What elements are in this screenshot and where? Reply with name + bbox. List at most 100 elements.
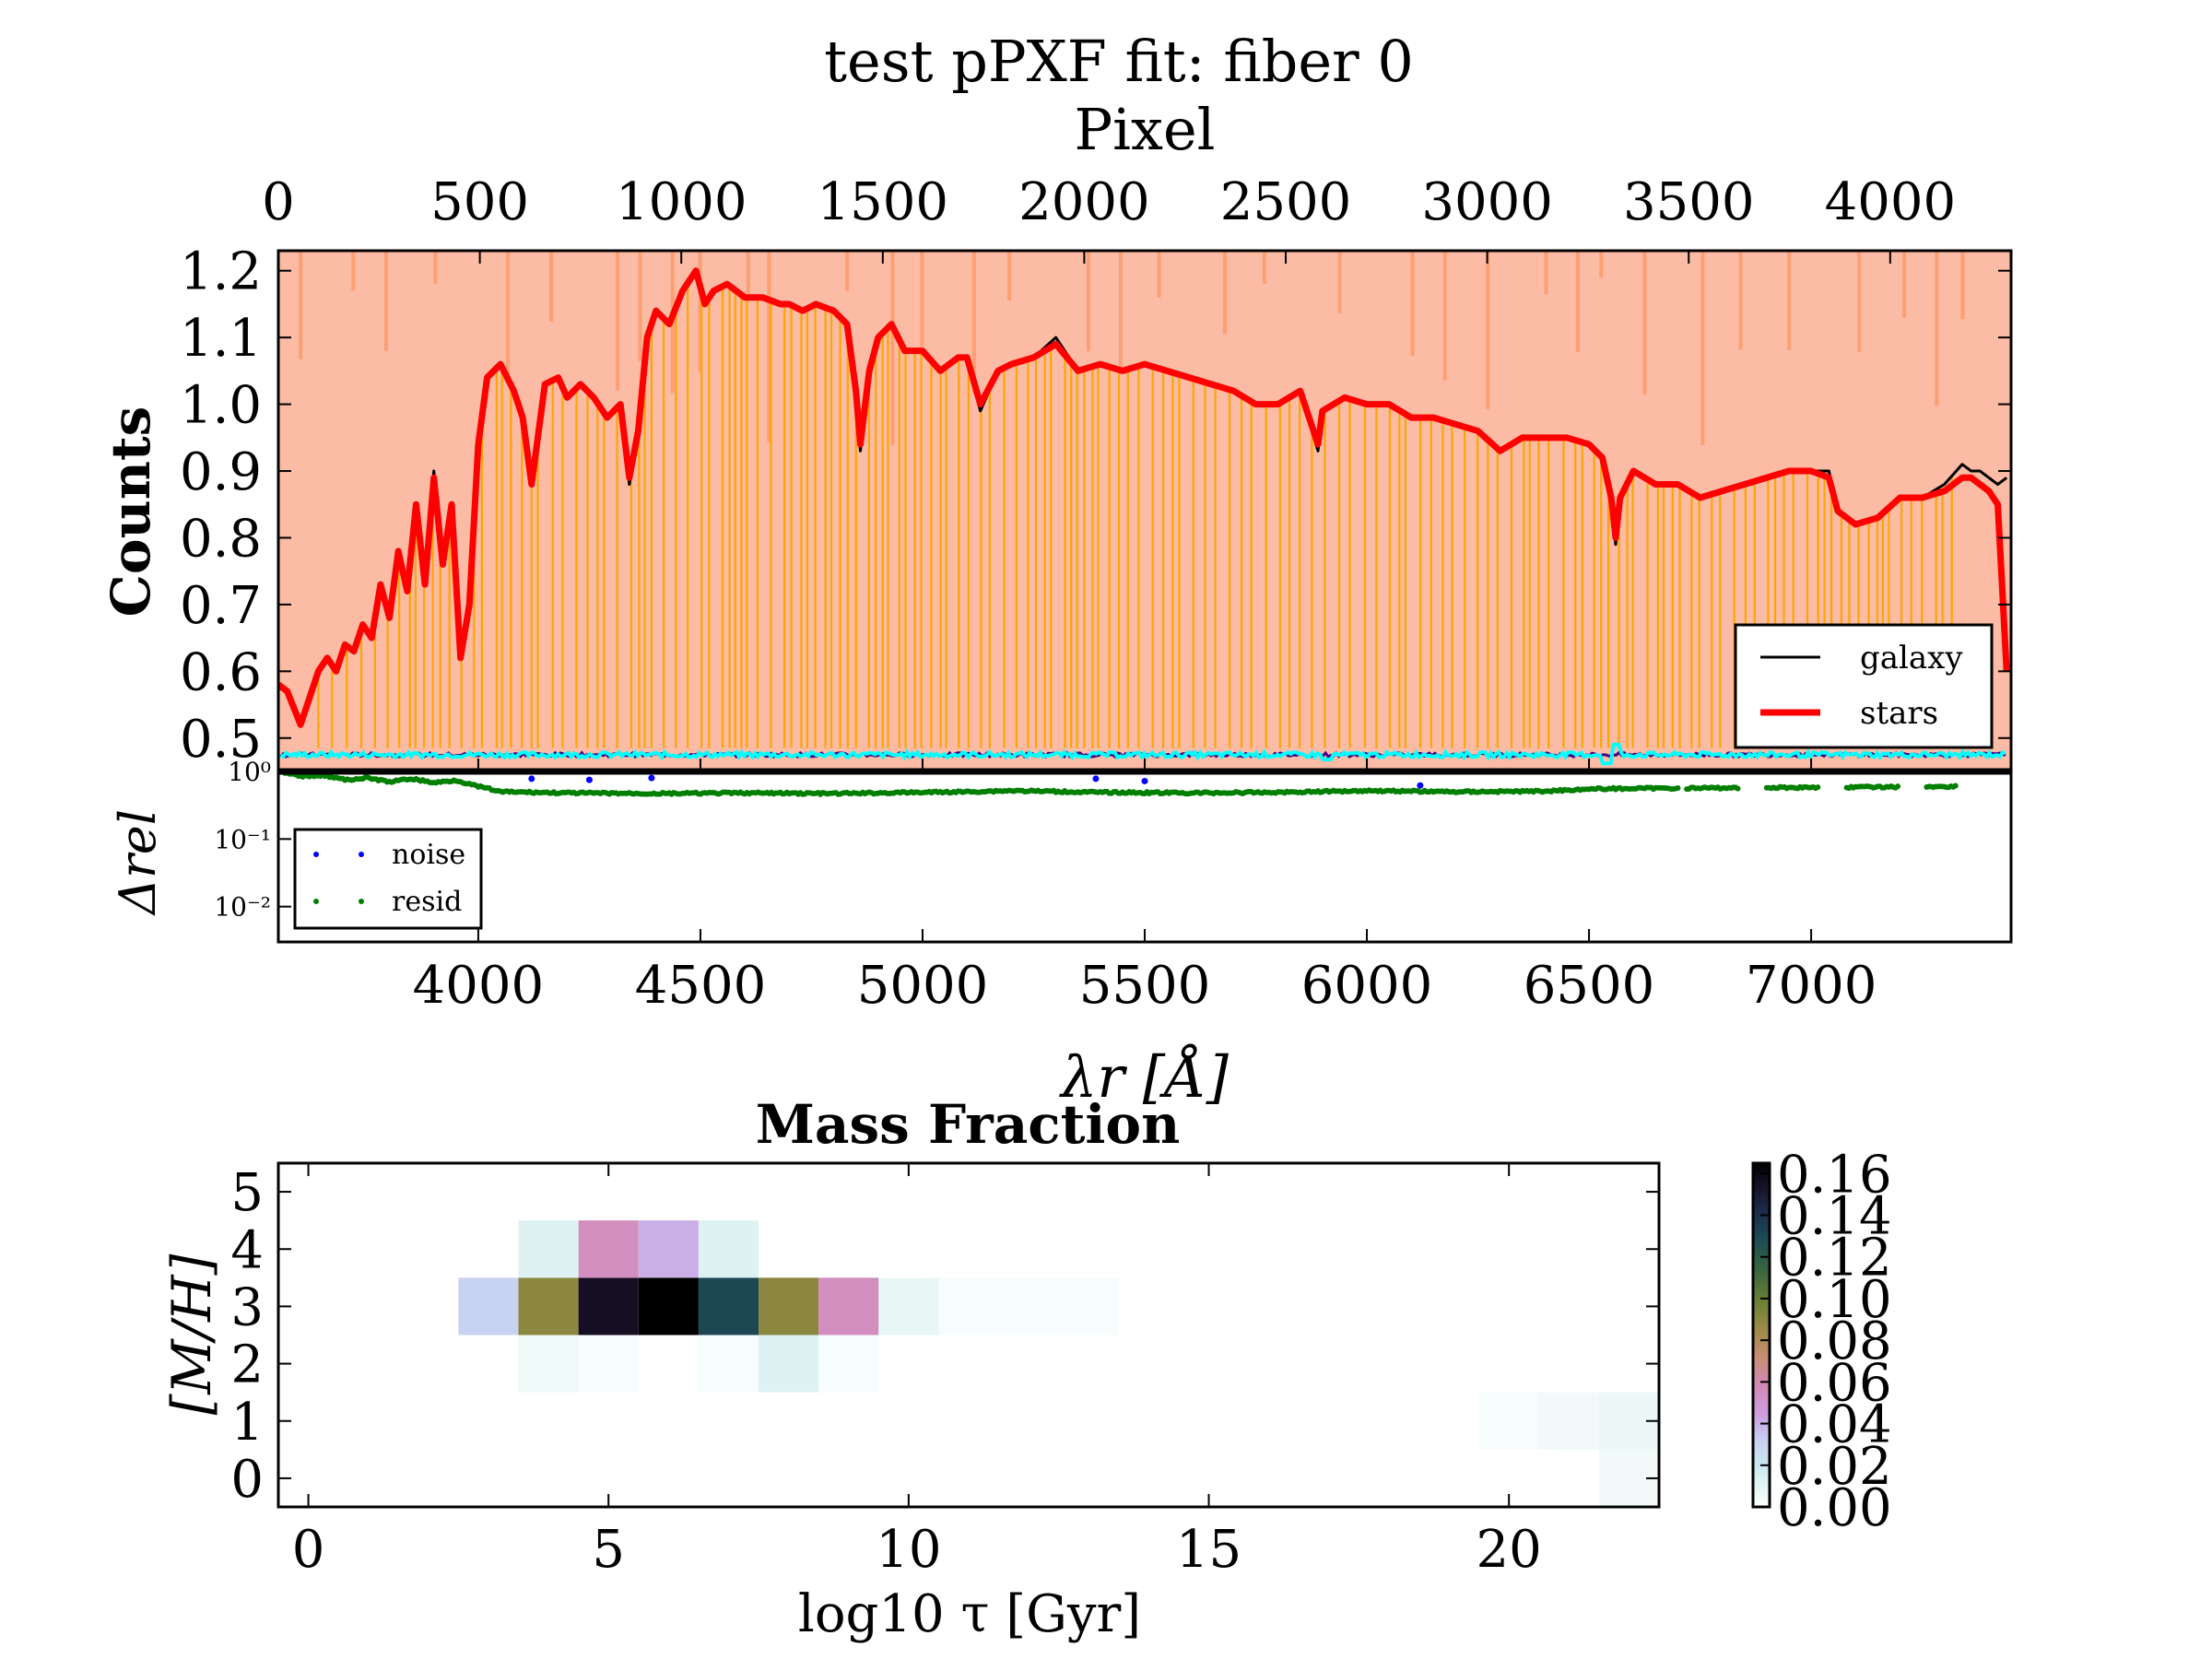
heatmap-y-tick-label: 5	[230, 1163, 264, 1223]
legend-resid-label: resid	[392, 886, 462, 918]
y-tick-label: 0.8	[180, 509, 262, 569]
colorbar: 0.000.020.040.060.080.100.120.140.16	[1751, 1145, 1892, 1538]
colorbar-tick-label: 0.02	[1777, 1437, 1892, 1497]
counts-axis-label: Counts	[100, 406, 162, 618]
legend-stars-label: stars	[1860, 695, 1938, 732]
colorbar-tick-label: 0.16	[1777, 1145, 1892, 1205]
heatmap-x-tick-label: 0	[292, 1520, 325, 1580]
top-tick-label: 2000	[1018, 172, 1150, 232]
spectrum-lines	[278, 267, 2010, 766]
heatmap-y-tick-label: 2	[230, 1335, 264, 1395]
resid-point	[1815, 784, 1821, 791]
x-tick-label: 6000	[1301, 956, 1433, 1016]
residual-legend: noise resid	[293, 828, 483, 930]
heatmap-cell	[518, 1277, 579, 1335]
top-tick-label: 2500	[1220, 172, 1352, 232]
heatmap-x-tick-label: 5	[592, 1520, 625, 1580]
top-tick-label: 500	[430, 172, 529, 232]
heatmap-cell	[578, 1277, 639, 1335]
spectrum-legend: galaxy stars	[1734, 623, 1994, 749]
colorbar-tick-label: 0.00	[1777, 1478, 1892, 1538]
spectrum-background	[278, 251, 2011, 771]
heatmap-y-tick-label: 3	[230, 1277, 264, 1337]
mass-fraction-title: Mass Fraction	[756, 1093, 1181, 1156]
resid-point	[1895, 783, 1901, 790]
top-tick-label: 1500	[818, 172, 949, 232]
x-tick-label: 4000	[413, 956, 545, 1016]
heatmap-cell	[638, 1277, 699, 1335]
legend-noise-marker-a	[313, 852, 319, 857]
heatmap-x-tick-label: 10	[876, 1520, 941, 1580]
y-tick-label: 0.7	[180, 576, 262, 636]
delta-rel-axis-label: Δrel	[109, 809, 167, 916]
top-tick-label: 1000	[616, 172, 747, 232]
y-tick-label: 0.6	[180, 642, 262, 702]
spectrum-panel: 0.5 0.60.7 0.8 0.91.0 1.1 1.20 500 1000 1500 2000…	[100, 96, 2013, 773]
legend-noise-marker-b	[359, 852, 364, 857]
figure-title: test pPXF fit: fiber 0	[824, 28, 1414, 95]
legend-noise-label: noise	[392, 839, 465, 871]
heatmap-cell	[1538, 1392, 1599, 1450]
resid-point	[1952, 782, 1959, 789]
colorbar-ticks: 0.000.020.040.060.080.100.120.140.16	[1760, 1145, 1892, 1538]
y-tick-label: 1.1	[180, 309, 262, 369]
heatmap-cell	[878, 1277, 939, 1335]
colorbar-tick-label: 0.08	[1777, 1312, 1892, 1371]
heatmap-cell	[1058, 1277, 1119, 1335]
top-tick-label: 0	[262, 172, 295, 232]
heatmap-cell	[759, 1335, 819, 1393]
heatmap-cell	[458, 1277, 519, 1335]
top-tick-label: 3000	[1421, 172, 1553, 232]
colorbar-tick-label: 0.14	[1777, 1187, 1892, 1247]
heatmap-y-tick-label: 0	[230, 1450, 264, 1510]
residual-axes: 10⁰ 10⁻¹ 10⁻² 4000 4500 5000 5500 6000 6500 7000	[214, 757, 1877, 1016]
series-line-stars	[278, 267, 2010, 728]
y-tick-label: 1.0	[180, 376, 262, 436]
y-tick-label: 1.2	[180, 242, 262, 302]
x-tick-label: 7000	[1746, 956, 1877, 1016]
log-tick-label: 10⁻²	[214, 892, 271, 923]
noise-point	[1092, 775, 1100, 782]
heatmap-frame	[276, 1161, 1661, 1509]
heatmap-cell	[638, 1220, 699, 1278]
residual-background	[278, 771, 2011, 942]
spectrum-axes: 0.5 0.60.7 0.8 0.91.0 1.1 1.20 500 1000 1500 2000…	[180, 172, 2011, 770]
colorbar-tick-label: 0.04	[1777, 1395, 1892, 1455]
heatmap-cells	[458, 1220, 1659, 1507]
heatmap-cell	[759, 1277, 819, 1335]
resid-point	[1735, 785, 1741, 792]
resid-point	[1675, 784, 1681, 791]
x-tick-label: 6500	[1524, 956, 1655, 1016]
heatmap-cell	[818, 1335, 879, 1393]
residual-points	[279, 771, 1959, 797]
masked-regions	[299, 251, 1965, 748]
heatmap-cell	[698, 1335, 759, 1393]
x-tick-label: 4500	[635, 956, 767, 1016]
heatmap-y-tick-label: 4	[230, 1220, 264, 1280]
y-tick-label: 0.9	[180, 442, 262, 502]
legend-resid-marker-a	[313, 899, 319, 904]
heatmap-x-axis-label: log10 τ [Gyr]	[798, 1584, 1141, 1644]
top-axis-label: Pixel	[1074, 96, 1215, 163]
heatmap-cell	[998, 1277, 1059, 1335]
legend-galaxy-label: galaxy	[1860, 640, 1963, 677]
colorbar-tick-label: 0.10	[1777, 1270, 1892, 1330]
legend-resid-marker-b	[359, 899, 364, 904]
heatmap-cell	[818, 1277, 879, 1335]
noise-point	[585, 776, 593, 783]
log-tick-label: 10⁻¹	[214, 824, 271, 854]
heatmap-cell	[1478, 1392, 1539, 1450]
noise-point	[1141, 777, 1148, 784]
heatmap-x-tick-label: 20	[1477, 1520, 1542, 1580]
wavelength-axis-label: λr [Å]	[1058, 1043, 1230, 1111]
heatmap-cell	[938, 1277, 999, 1335]
heatmap-cell	[518, 1220, 579, 1278]
heatmap-y-axis-label: [M/H]	[160, 1253, 223, 1415]
heatmap-x-tick-label: 15	[1176, 1520, 1241, 1580]
colorbar-tick-label: 0.12	[1777, 1229, 1892, 1288]
heatmap-cell	[698, 1220, 759, 1278]
noise-point	[648, 774, 655, 782]
